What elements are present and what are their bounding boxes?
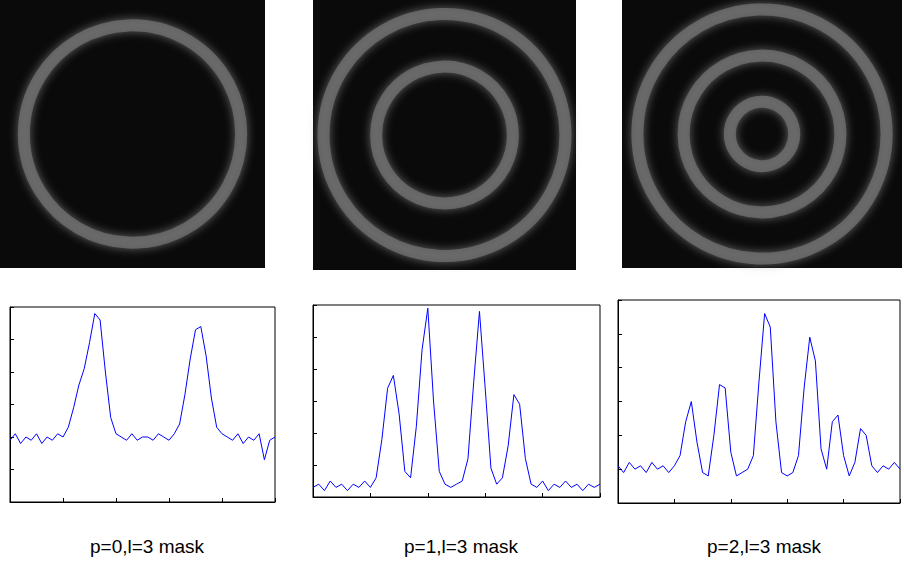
svg-text:p=2,l=3 mask: p=2,l=3 mask [707,536,822,557]
svg-text:p=1,l=3 mask: p=1,l=3 mask [404,536,519,557]
svg-text:p=0,l=3 mask: p=0,l=3 mask [90,536,205,557]
